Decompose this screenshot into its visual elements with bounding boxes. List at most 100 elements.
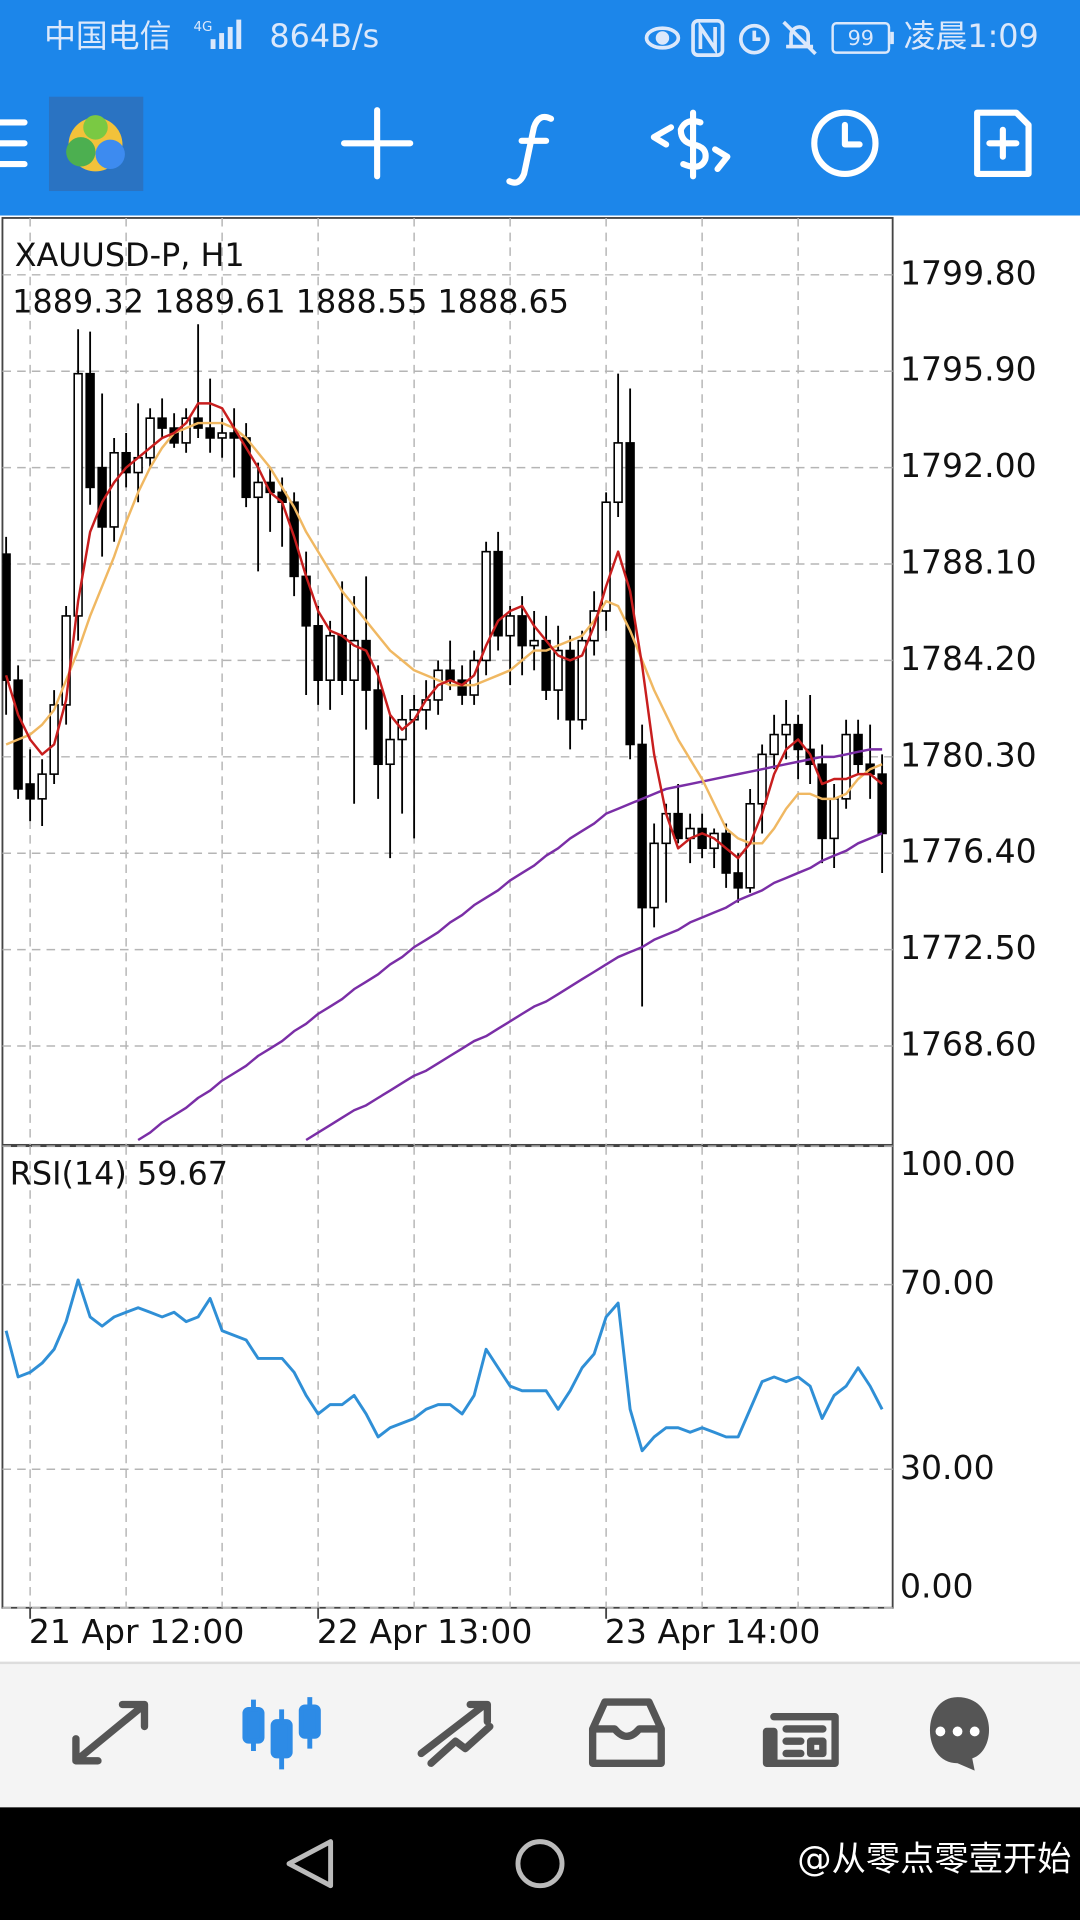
history-tab[interactable] bbox=[588, 1698, 665, 1767]
home-button[interactable] bbox=[515, 1839, 565, 1889]
candle-body bbox=[493, 550, 503, 637]
candle-body bbox=[445, 669, 455, 681]
candle-body bbox=[313, 625, 323, 681]
candle-body bbox=[793, 723, 803, 751]
candle-body bbox=[673, 812, 683, 840]
bottom-nav bbox=[0, 1662, 1080, 1808]
y-tick-label: 1776.40 bbox=[900, 832, 1037, 871]
candle-body bbox=[565, 649, 575, 721]
battery-tip bbox=[890, 31, 894, 45]
new-order-button[interactable] bbox=[974, 109, 1032, 177]
y-tick-label: 1768.60 bbox=[900, 1025, 1037, 1064]
candle-body bbox=[733, 872, 743, 889]
candle-body bbox=[817, 763, 827, 840]
candle-body bbox=[13, 679, 23, 790]
rsi-line bbox=[4, 1278, 884, 1453]
quotes-tab[interactable] bbox=[72, 1700, 149, 1765]
network: 4G bbox=[193, 20, 212, 35]
news-tab[interactable] bbox=[762, 1713, 839, 1767]
app-logo[interactable] bbox=[48, 96, 144, 192]
candle-body bbox=[121, 451, 131, 474]
net-speed: 864B/s bbox=[269, 17, 379, 55]
candle-body bbox=[529, 639, 539, 647]
x-tick-label: 22 Apr 13:00 bbox=[317, 1612, 532, 1651]
candle-body bbox=[637, 743, 647, 909]
battery-level: 99 bbox=[848, 26, 874, 50]
battery bbox=[831, 22, 891, 54]
status-icons bbox=[644, 18, 817, 57]
trade-tab[interactable] bbox=[417, 1700, 494, 1767]
candle-body bbox=[853, 733, 863, 766]
y-tick-label: 100.00 bbox=[900, 1144, 1016, 1183]
candle-body bbox=[85, 372, 95, 489]
rsi-panel bbox=[1, 1145, 894, 1609]
signal-icon bbox=[210, 19, 242, 49]
x-tick-label: 23 Apr 14:00 bbox=[605, 1612, 820, 1651]
candle-body bbox=[37, 773, 47, 800]
objects-button[interactable] bbox=[650, 109, 731, 180]
candle-body bbox=[25, 783, 35, 800]
candle-body bbox=[697, 827, 707, 850]
candle-body bbox=[2, 553, 11, 681]
candle-body bbox=[157, 417, 167, 429]
candle-body bbox=[577, 639, 587, 721]
y-tick-label: 30.00 bbox=[900, 1448, 995, 1487]
menu-button[interactable] bbox=[0, 119, 28, 168]
watermark: @从零点零壹开始 bbox=[797, 1840, 1071, 1880]
candle-body bbox=[49, 704, 59, 775]
candle-body bbox=[217, 432, 227, 439]
grid bbox=[2, 217, 893, 1609]
symbol-title: XAUUSD-P, H1 bbox=[15, 236, 245, 274]
price-plot bbox=[2, 324, 887, 1142]
rsi-title: RSI(14) 59.67 bbox=[10, 1155, 228, 1193]
candle-body bbox=[109, 451, 119, 528]
system-nav bbox=[0, 1807, 1080, 1920]
y-tick-label: 1792.00 bbox=[900, 446, 1037, 485]
candle-body bbox=[613, 442, 623, 504]
x-tick-label: 21 Apr 12:00 bbox=[29, 1612, 244, 1651]
chat-tab[interactable] bbox=[930, 1697, 990, 1771]
candle-body bbox=[457, 679, 467, 696]
candle-body bbox=[649, 842, 659, 909]
candle-body bbox=[373, 689, 383, 766]
candle-body bbox=[337, 634, 347, 681]
candle-body bbox=[829, 798, 839, 840]
candle-body bbox=[769, 733, 779, 756]
candle-body bbox=[325, 634, 335, 681]
moving-average bbox=[305, 832, 883, 1142]
y-tick-label: 0.00 bbox=[900, 1567, 974, 1606]
candle-body bbox=[361, 639, 371, 691]
candle-body bbox=[481, 550, 491, 662]
candle-body bbox=[745, 802, 755, 889]
candle-body bbox=[253, 481, 263, 499]
back-button[interactable] bbox=[286, 1839, 334, 1889]
app-header bbox=[0, 0, 1080, 216]
y-tick-label: 1780.30 bbox=[900, 735, 1037, 774]
timeframe-button[interactable] bbox=[811, 109, 879, 177]
candle-body bbox=[541, 639, 551, 691]
carrier: 中国电信 bbox=[44, 17, 171, 55]
candle-body bbox=[841, 733, 851, 800]
y-tick-label: 1799.80 bbox=[900, 253, 1037, 292]
y-tick-label: 1772.50 bbox=[900, 928, 1037, 967]
moving-average bbox=[4, 402, 883, 860]
candle-body bbox=[205, 427, 215, 439]
rsi-plot bbox=[4, 1278, 884, 1453]
ohlc-readout: 1889.32 1889.61 1888.55 1888.65 bbox=[12, 283, 569, 321]
candle-body bbox=[385, 738, 395, 766]
candle-body bbox=[757, 753, 767, 805]
y-tick-label: 1784.20 bbox=[900, 639, 1037, 678]
chart-tab[interactable] bbox=[242, 1697, 321, 1770]
moving-average bbox=[137, 748, 883, 1142]
clock: 凌晨1:09 bbox=[904, 17, 1039, 55]
crosshair-button[interactable] bbox=[341, 107, 414, 180]
candle-body bbox=[73, 372, 83, 617]
indicators-button[interactable] bbox=[506, 113, 555, 186]
candle-body bbox=[721, 832, 731, 874]
candle-body bbox=[505, 615, 515, 637]
candle-body bbox=[781, 723, 791, 736]
y-tick-label: 1795.90 bbox=[900, 350, 1037, 389]
axes: 1799.80 1795.90 1792.00 1788.10 1784.20 1780.… bbox=[29, 253, 1037, 1651]
